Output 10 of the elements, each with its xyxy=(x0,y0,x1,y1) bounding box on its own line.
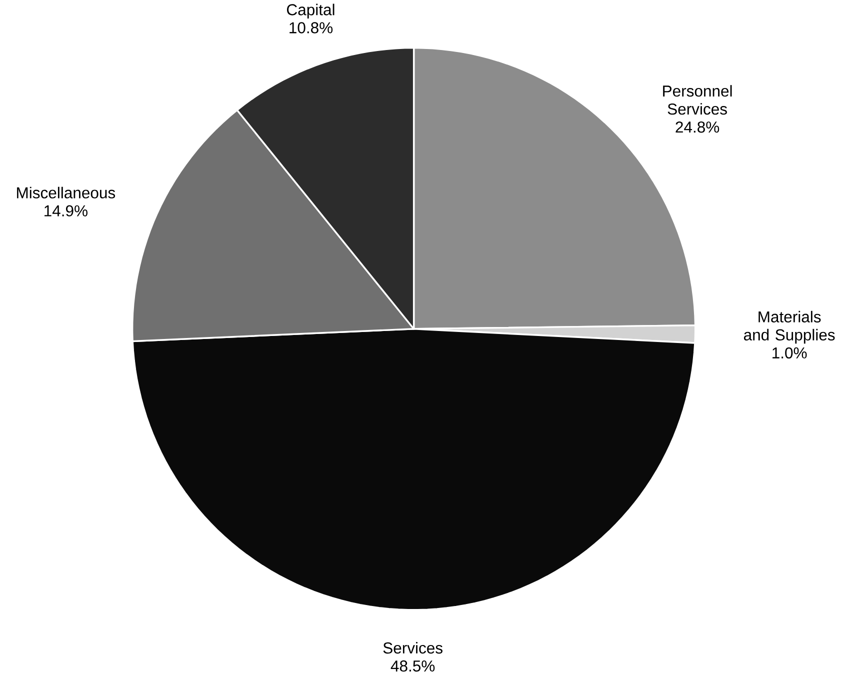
slice-label: Personnel Services xyxy=(663,84,732,114)
data-label: 24.8% xyxy=(676,121,720,133)
data-label: 14.9% xyxy=(44,205,88,216)
data-label: 10.8% xyxy=(290,22,333,34)
slice-label: Miscellaneous xyxy=(17,186,116,198)
slice-label: Materials and Supplies xyxy=(744,310,835,344)
data-label: 1.0% xyxy=(772,347,807,358)
data-label: 48.5% xyxy=(390,660,435,672)
slice-label: Services xyxy=(383,642,442,654)
slice-label: Capital xyxy=(287,4,334,18)
